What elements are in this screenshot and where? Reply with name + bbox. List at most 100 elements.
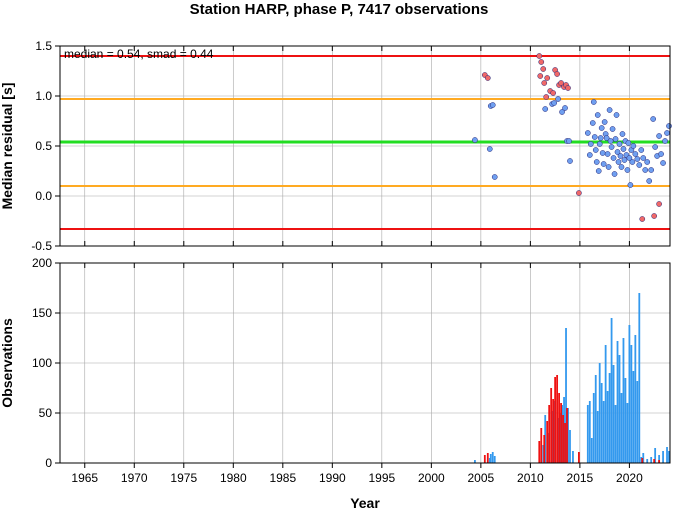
- residual-point: [600, 161, 607, 167]
- observation-bar: [622, 338, 625, 463]
- outlier-observation-bar: [546, 421, 549, 463]
- residual-point: [562, 105, 568, 111]
- outlier-observation-bar: [577, 452, 580, 463]
- observation-bar: [658, 455, 661, 463]
- outlier-point: [550, 90, 556, 96]
- residual-point: [607, 138, 614, 144]
- residual-point: [652, 144, 658, 150]
- observation-bar: [662, 451, 664, 463]
- outlier-point: [651, 213, 658, 219]
- outlier-observation-bar: [543, 435, 546, 463]
- residual-point: [608, 144, 615, 150]
- observation-bar: [474, 460, 476, 463]
- observation-bar: [610, 318, 613, 463]
- observation-bar: [618, 355, 621, 463]
- observations-panel: 0 50 100 150 200 1965 1970 1975 1980 1985 1990 199…: [0, 256, 670, 511]
- observation-bar: [632, 371, 635, 463]
- observations-plot-frame: [59, 262, 671, 464]
- residual-point: [596, 141, 603, 147]
- residual-point: [630, 143, 637, 149]
- observation-bar: [590, 438, 593, 463]
- outlier-point: [558, 80, 564, 86]
- observation-bar: [567, 408, 569, 463]
- residual-point: [624, 167, 631, 173]
- observation-bar: [642, 453, 645, 463]
- residual-point: [606, 107, 613, 113]
- observation-bar: [654, 448, 657, 463]
- residual-point: [629, 159, 636, 165]
- residual-point: [555, 96, 561, 102]
- residual-point: [592, 147, 599, 153]
- residual-point: [627, 182, 634, 188]
- x-tick-label: 1990: [319, 471, 346, 485]
- outlier-observation-bar: [552, 399, 555, 463]
- residual-point: [616, 141, 623, 147]
- residual-point: [614, 149, 621, 155]
- observation-bar: [634, 335, 637, 463]
- residual-point: [646, 178, 653, 184]
- residual-point: [491, 174, 498, 180]
- observations-y-tick-label: 100: [32, 356, 52, 370]
- outlier-observation-bar: [538, 441, 541, 463]
- observation-bar: [628, 325, 631, 463]
- observation-bar: [638, 293, 641, 463]
- residual-plot-frame: [59, 45, 671, 247]
- observation-bar: [668, 451, 670, 463]
- residual-point: [634, 156, 641, 162]
- observation-bar: [624, 378, 627, 463]
- observation-bar: [612, 365, 615, 463]
- outlier-observation-bar: [548, 405, 551, 463]
- observations-y-tick-label: 50: [39, 406, 53, 420]
- stats-label: median = 0.54, smad = 0.44: [64, 47, 214, 61]
- observation-bar: [569, 430, 571, 463]
- residual-y-tick-label: 1.5: [35, 39, 52, 53]
- residual-point: [590, 99, 597, 105]
- observation-bar: [586, 405, 589, 463]
- outlier-observation-bar: [564, 423, 566, 463]
- x-tick-label: 2020: [616, 471, 643, 485]
- observation-bar: [572, 451, 574, 463]
- outlier-observation-bar: [653, 459, 656, 463]
- outlier-point: [656, 201, 662, 207]
- observation-bar: [604, 345, 607, 463]
- observation-bar: [551, 411, 554, 463]
- x-tick-label: 1965: [71, 471, 98, 485]
- outlier-observation-bar: [540, 428, 543, 463]
- observation-bar: [553, 401, 556, 463]
- observations-y-tick-label: 0: [45, 456, 52, 470]
- residual-point: [605, 164, 612, 170]
- reference-lines: [60, 55, 670, 230]
- observations-bars: [474, 293, 670, 463]
- outlier-point: [541, 80, 548, 86]
- residual-point: [591, 134, 598, 140]
- outlier-point: [639, 216, 646, 222]
- observation-bar: [630, 345, 633, 463]
- residual-point: [620, 146, 627, 152]
- residual-point: [595, 168, 602, 174]
- observation-bar: [666, 447, 668, 463]
- residual-point: [662, 138, 668, 144]
- residual-point: [604, 151, 611, 157]
- observation-bar: [563, 397, 565, 463]
- residual-point: [593, 159, 600, 165]
- x-tick-label: 2005: [468, 471, 495, 485]
- x-tick-label: 2000: [418, 471, 445, 485]
- residual-point: [609, 126, 616, 132]
- outlier-point: [543, 94, 550, 100]
- outlier-point: [554, 71, 560, 77]
- residual-point: [611, 171, 618, 177]
- x-axis-label: Year: [350, 495, 380, 511]
- outlier-point: [537, 73, 544, 79]
- residual-y-ticks: -0.5 0.0 0.5 1.0 1.5: [31, 39, 60, 253]
- x-tick-label: 1985: [269, 471, 296, 485]
- residual-point: [615, 159, 622, 165]
- observation-bar: [544, 415, 547, 463]
- residual-x-ticks: [84, 46, 630, 246]
- residual-point: [664, 130, 670, 136]
- residual-point: [632, 151, 639, 157]
- residual-point: [610, 155, 617, 161]
- residual-point: [656, 133, 662, 139]
- outlier-point: [536, 53, 543, 59]
